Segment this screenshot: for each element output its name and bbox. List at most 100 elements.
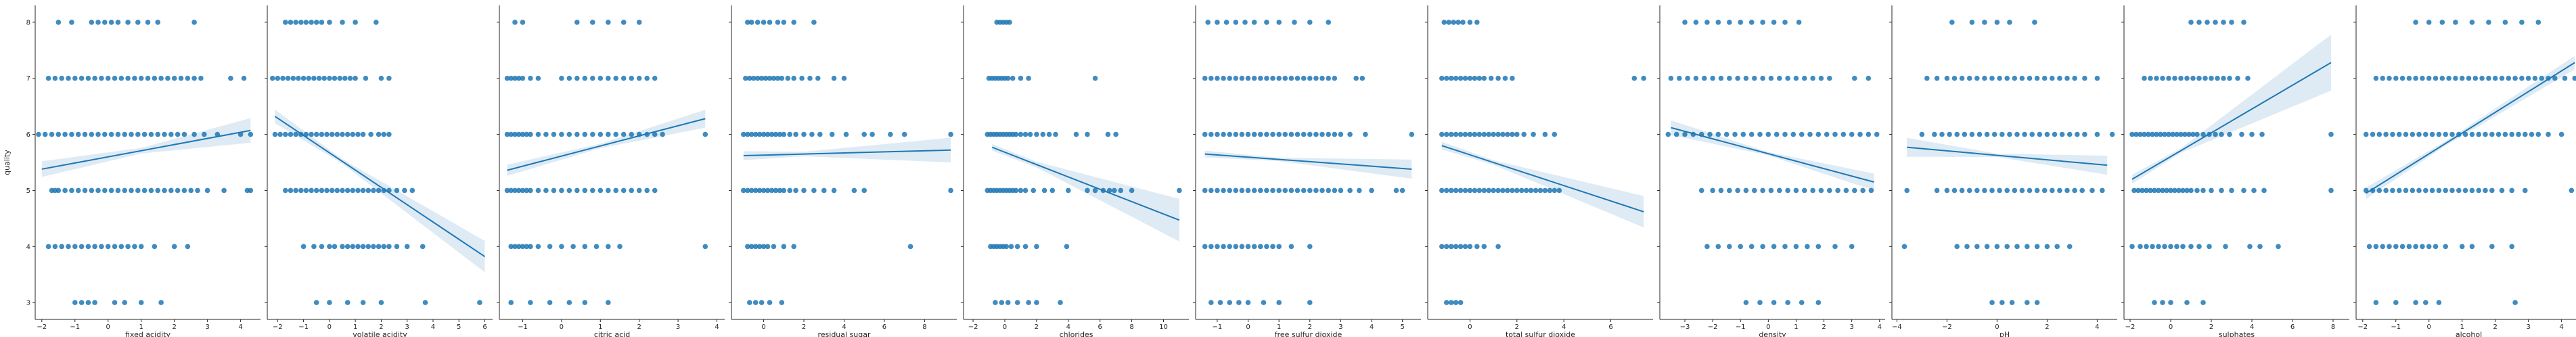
data-point	[141, 131, 148, 137]
data-point	[2483, 187, 2488, 194]
data-point	[1458, 131, 1464, 137]
data-point	[745, 131, 750, 137]
data-point	[2174, 244, 2179, 250]
x-tick-label: 4	[715, 323, 719, 331]
data-point	[2142, 131, 2147, 137]
data-point	[112, 300, 118, 305]
data-point	[1777, 187, 1782, 194]
data-point	[1984, 131, 1990, 137]
data-point	[1793, 244, 1799, 250]
data-point	[2082, 131, 2087, 137]
data-point	[122, 187, 127, 194]
data-point	[332, 244, 338, 250]
data-point	[993, 300, 998, 305]
data-point	[801, 187, 807, 194]
data-point	[1258, 131, 1263, 137]
data-point	[2459, 244, 2465, 250]
data-point	[1901, 244, 1907, 250]
data-point	[378, 75, 384, 81]
data-point	[188, 187, 194, 194]
data-point	[2380, 75, 2385, 81]
data-point	[1409, 131, 1415, 137]
data-point	[102, 20, 108, 25]
data-point	[2004, 75, 2010, 81]
data-point	[1533, 187, 1539, 194]
data-point	[1448, 187, 1454, 194]
data-point	[1282, 187, 1288, 194]
data-point	[122, 300, 127, 305]
data-point	[332, 75, 338, 81]
data-point	[2152, 187, 2157, 194]
data-point	[1771, 244, 1777, 250]
panel-volatile-acidity: −2 −1 0 1 2 3 4 5 6 volatile acidity	[265, 5, 493, 337]
data-point	[248, 187, 254, 194]
data-point	[2162, 131, 2167, 137]
data-point	[750, 75, 756, 81]
data-point	[344, 131, 351, 137]
data-point	[582, 300, 588, 305]
data-point	[2154, 75, 2159, 81]
data-point	[1208, 300, 1214, 305]
data-point	[2041, 75, 2048, 81]
data-point	[2027, 187, 2033, 194]
data-point	[1202, 75, 1208, 81]
data-point	[1962, 131, 1968, 137]
data-point	[512, 131, 518, 137]
data-point	[283, 131, 288, 137]
data-point	[1233, 131, 1239, 137]
data-point	[2426, 20, 2432, 25]
data-point	[535, 187, 541, 194]
data-point	[1347, 131, 1353, 137]
data-point	[69, 131, 74, 137]
data-point	[2251, 187, 2257, 194]
data-point	[2489, 187, 2495, 194]
data-point	[1989, 300, 1995, 305]
data-point	[2064, 75, 2070, 81]
data-point	[2259, 131, 2265, 137]
data-point	[767, 300, 773, 305]
regression-line	[2131, 62, 2332, 180]
data-point	[1852, 75, 1857, 81]
data-point	[528, 187, 533, 194]
data-point	[756, 187, 763, 194]
x-tick-label: −2	[1942, 323, 1952, 331]
data-point	[1785, 300, 1790, 305]
data-point	[138, 75, 144, 81]
data-point	[574, 187, 580, 194]
x-tick-label: 6	[882, 323, 886, 331]
data-point	[1258, 187, 1263, 194]
data-point	[195, 187, 200, 194]
data-point	[2328, 131, 2334, 137]
x-tick-label: 6	[1608, 323, 1612, 331]
data-point	[1849, 131, 1855, 137]
data-point	[1276, 131, 1282, 137]
data-point	[1233, 20, 1239, 25]
data-point	[1537, 187, 1543, 194]
data-point	[2066, 244, 2073, 250]
data-point	[2416, 187, 2422, 194]
data-point	[1353, 75, 1359, 81]
data-point	[1476, 187, 1483, 194]
data-point	[185, 244, 191, 250]
data-point	[2188, 244, 2194, 250]
x-tick-label: 0	[106, 323, 110, 331]
data-point	[1467, 131, 1473, 137]
data-point	[2075, 131, 2080, 137]
x-tick-label: 4	[2095, 323, 2099, 331]
data-point	[381, 131, 386, 137]
data-point	[2366, 244, 2372, 250]
data-point	[1453, 75, 1459, 81]
x-tick-label: 1	[598, 323, 602, 331]
x-axis-label: free sulfur dioxide	[1275, 330, 1342, 337]
data-point	[1258, 75, 1263, 81]
data-point	[1472, 131, 1478, 137]
x-tick-label: 1	[1794, 323, 1798, 331]
data-point	[2436, 300, 2442, 305]
data-point	[2383, 131, 2389, 137]
data-point	[1976, 131, 1983, 137]
data-point	[508, 187, 514, 194]
data-point	[606, 20, 611, 25]
data-point	[2160, 300, 2165, 305]
data-point	[1307, 20, 1313, 25]
data-point	[55, 131, 62, 137]
